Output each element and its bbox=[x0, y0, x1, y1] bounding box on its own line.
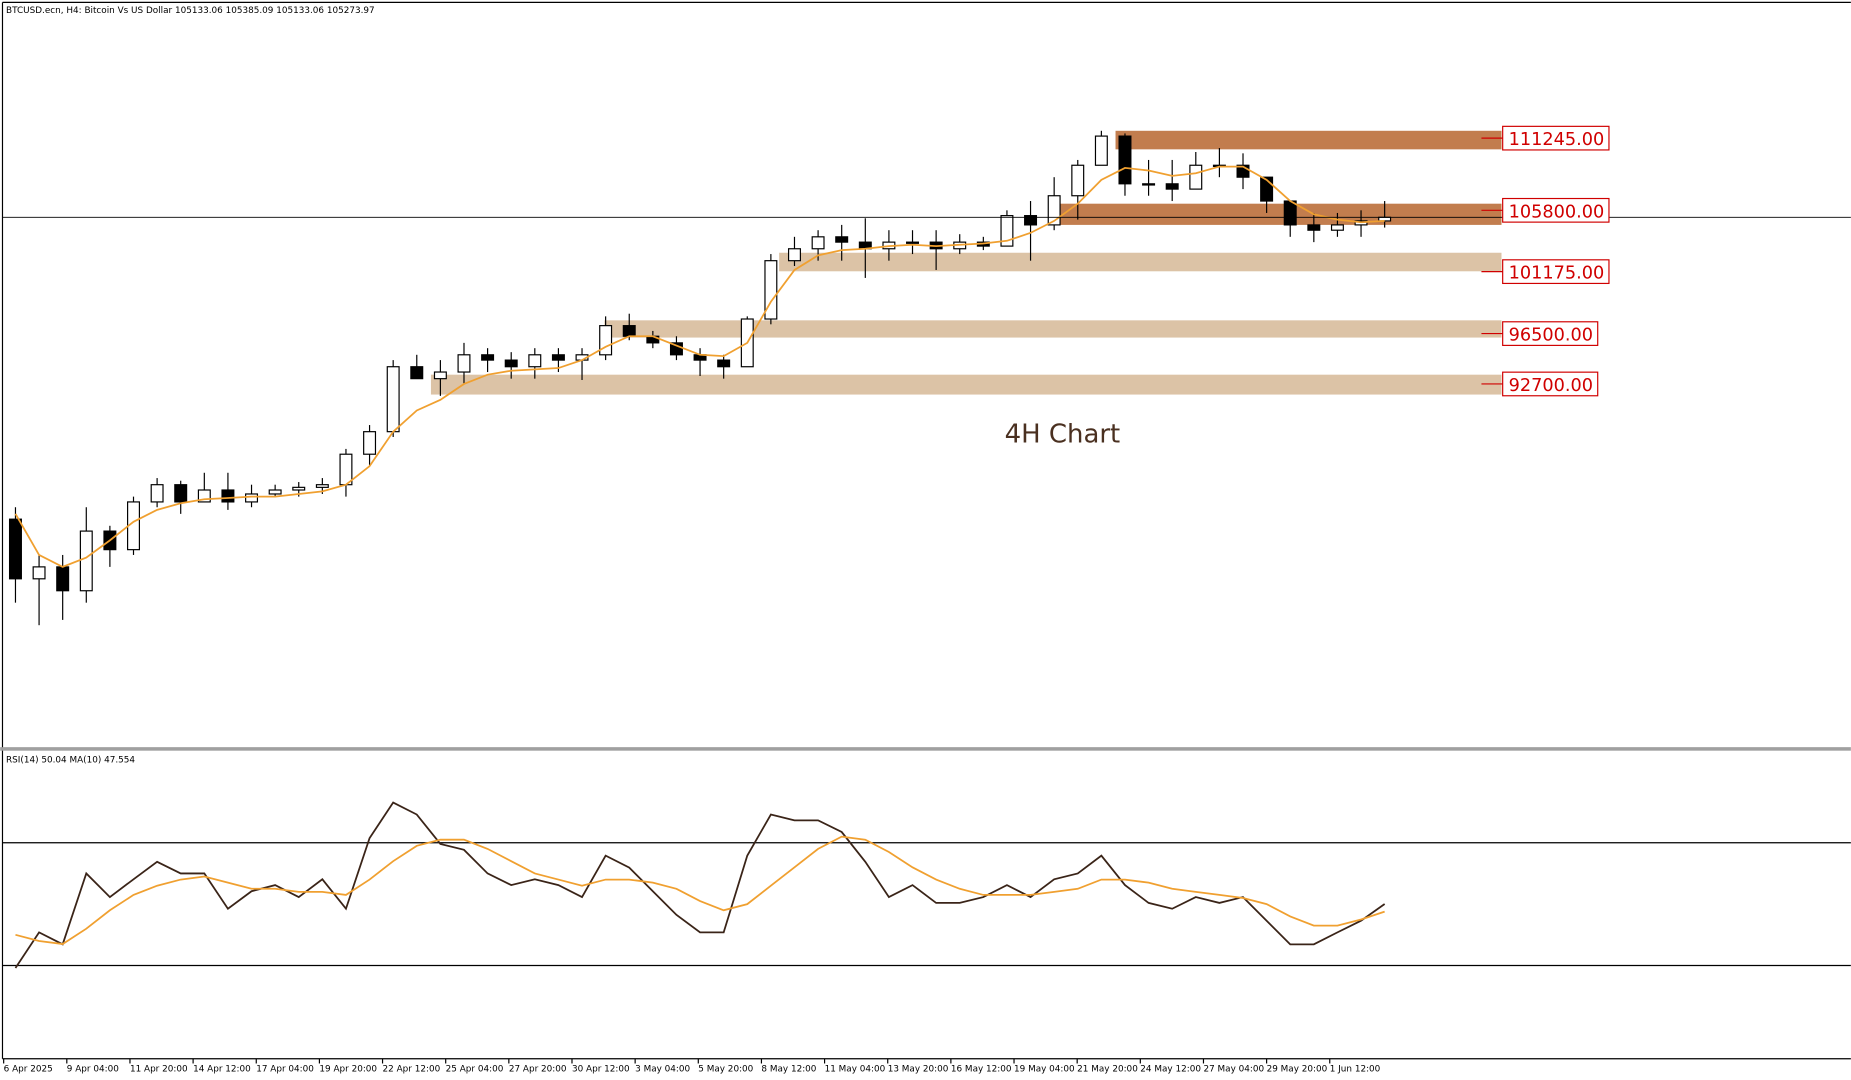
candle-body bbox=[1142, 183, 1156, 186]
candle-body bbox=[339, 453, 353, 486]
x-tick-label: 30 Apr 12:00 bbox=[572, 1065, 630, 1075]
candle-body bbox=[1260, 176, 1274, 202]
candle-body bbox=[906, 241, 920, 244]
candle-body bbox=[1330, 224, 1344, 231]
x-tick-label: 1 Jun 12:00 bbox=[1330, 1065, 1381, 1075]
candle-body bbox=[1283, 200, 1297, 226]
zone bbox=[430, 374, 1502, 395]
rsi-line bbox=[14, 801, 1386, 969]
candle-body bbox=[1165, 183, 1179, 190]
level-label: 92700.00 bbox=[1509, 376, 1593, 396]
chart-annotation: 4H Chart bbox=[1005, 420, 1121, 450]
candle-body bbox=[315, 484, 329, 488]
x-tick-label: 24 May 12:00 bbox=[1140, 1065, 1201, 1075]
x-tick-label: 5 May 20:00 bbox=[698, 1065, 753, 1075]
level-label-box bbox=[1502, 321, 1599, 346]
x-tick-label: 8 May 12:00 bbox=[761, 1065, 816, 1075]
x-tick-label: 14 Apr 12:00 bbox=[193, 1065, 251, 1075]
x-tick-label: 11 May 04:00 bbox=[825, 1065, 886, 1075]
zone bbox=[1115, 130, 1502, 150]
x-tick-label: 25 Apr 04:00 bbox=[446, 1065, 504, 1075]
x-tick-label: 13 May 20:00 bbox=[888, 1065, 949, 1075]
x-tick-label: 22 Apr 12:00 bbox=[383, 1065, 441, 1075]
candle-body bbox=[1071, 164, 1085, 197]
candle-body bbox=[221, 489, 235, 503]
candle-body bbox=[56, 566, 70, 592]
candle-body bbox=[363, 431, 377, 455]
candle-body bbox=[386, 366, 400, 433]
candle-body bbox=[1118, 135, 1132, 185]
candle-body bbox=[599, 325, 613, 356]
x-tick-label: 27 Apr 20:00 bbox=[509, 1065, 567, 1075]
x-tick-label: 6 Apr 2025 bbox=[4, 1065, 53, 1075]
candle-body bbox=[457, 354, 471, 373]
candle-body bbox=[481, 354, 495, 361]
candle-body bbox=[1307, 224, 1321, 231]
candle-body bbox=[1024, 215, 1038, 226]
candle-body bbox=[268, 489, 282, 495]
level-label-box bbox=[1502, 371, 1599, 397]
level-label: 105800.00 bbox=[1509, 202, 1605, 222]
candle-body bbox=[528, 354, 542, 368]
candle-body bbox=[245, 493, 259, 503]
candle-body bbox=[292, 486, 306, 491]
level-label: 101175.00 bbox=[1509, 264, 1605, 284]
candle-body bbox=[174, 484, 188, 503]
level-label: 111245.00 bbox=[1509, 130, 1605, 150]
candle-body bbox=[835, 236, 849, 243]
candle-body bbox=[433, 371, 447, 380]
x-tick-label: 9 Apr 04:00 bbox=[67, 1065, 119, 1075]
candle-body bbox=[410, 366, 424, 380]
rsi-title: RSI(14) 50.04 MA(10) 47.554 bbox=[6, 755, 135, 765]
level-label: 96500.00 bbox=[1509, 326, 1593, 346]
zone bbox=[1054, 203, 1502, 225]
rsi-line bbox=[15, 835, 1385, 945]
candle-body bbox=[764, 260, 778, 320]
x-tick-label: 19 Apr 20:00 bbox=[319, 1065, 377, 1075]
candle-body bbox=[197, 489, 211, 503]
candle-body bbox=[622, 325, 636, 337]
candle-body bbox=[79, 530, 93, 592]
candle-body bbox=[787, 248, 801, 262]
candle-body bbox=[1000, 215, 1014, 247]
candle-body bbox=[150, 484, 164, 503]
x-tick-label: 17 Apr 04:00 bbox=[256, 1065, 314, 1075]
candle-body bbox=[811, 236, 825, 250]
candle-body bbox=[551, 354, 565, 361]
chart-title: BTCUSD.ecn, H4: Bitcoin Vs US Dollar 105… bbox=[6, 6, 375, 16]
x-tick-label: 11 Apr 20:00 bbox=[130, 1065, 188, 1075]
candle-body bbox=[1094, 135, 1108, 166]
level-label-box bbox=[1502, 125, 1610, 151]
candle-body bbox=[1047, 195, 1061, 226]
candle-body bbox=[504, 359, 518, 368]
candle-body bbox=[32, 566, 46, 580]
level-label-box bbox=[1502, 197, 1610, 223]
x-tick-label: 27 May 04:00 bbox=[1203, 1065, 1264, 1075]
candle-body bbox=[8, 518, 22, 580]
level-label-box bbox=[1502, 259, 1610, 285]
zone bbox=[779, 252, 1502, 272]
candle-body bbox=[1189, 164, 1203, 190]
zone bbox=[604, 320, 1502, 338]
x-tick-label: 29 May 20:00 bbox=[1267, 1065, 1328, 1075]
moving-average bbox=[14, 165, 1385, 568]
candle-body bbox=[717, 359, 731, 368]
panel-separator bbox=[0, 747, 1851, 751]
x-tick-label: 3 May 04:00 bbox=[635, 1065, 690, 1075]
candle-body bbox=[1236, 164, 1250, 178]
x-tick-label: 19 May 04:00 bbox=[1014, 1065, 1075, 1075]
candle-body bbox=[669, 342, 683, 356]
x-tick-label: 16 May 12:00 bbox=[951, 1065, 1012, 1075]
x-tick-label: 21 May 20:00 bbox=[1077, 1065, 1138, 1075]
